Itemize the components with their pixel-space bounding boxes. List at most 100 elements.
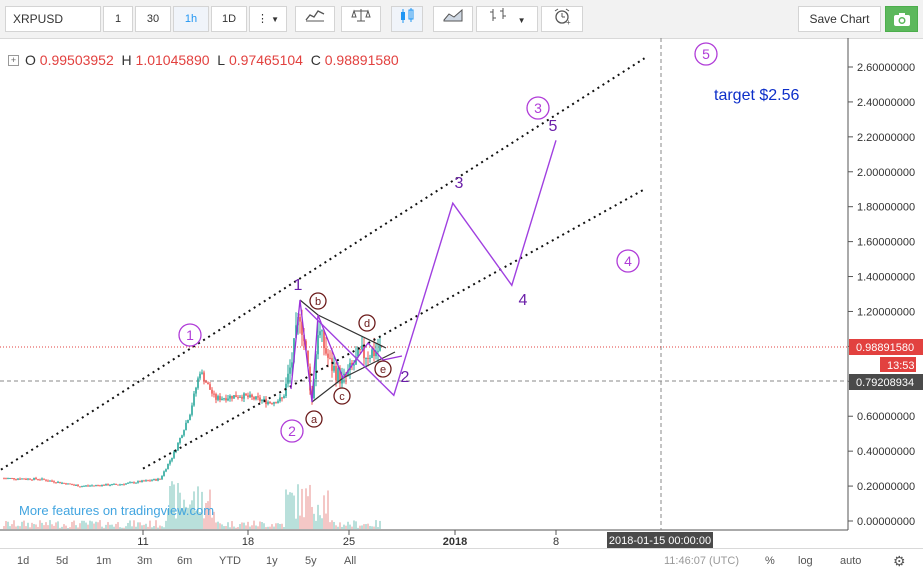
compare-button[interactable] xyxy=(341,6,381,32)
candle-body xyxy=(283,396,285,399)
snapshot-button[interactable] xyxy=(885,6,918,32)
range-5d-button[interactable]: 5d xyxy=(56,555,69,567)
time-tick-label: 8 xyxy=(553,536,559,548)
candle-body xyxy=(127,482,129,484)
area-style-button[interactable] xyxy=(433,6,473,32)
volume-bar xyxy=(369,525,371,529)
save-chart-button[interactable]: Save Chart xyxy=(798,6,881,32)
price-chart[interactable]: 2.60000000 2.40000000 2.20000000 2.00000000… xyxy=(0,38,923,548)
volume-bar xyxy=(351,526,353,529)
range-all-button[interactable]: All xyxy=(344,555,357,567)
interval-1-button[interactable]: 1 xyxy=(103,6,133,32)
svg-text:d: d xyxy=(364,318,370,330)
candle-body xyxy=(209,384,211,390)
volume-bar xyxy=(233,526,235,529)
volume-bar xyxy=(117,522,119,529)
volume-bar xyxy=(237,527,239,529)
candle-body xyxy=(275,402,277,404)
alert-button[interactable]: + xyxy=(541,6,583,32)
symbol-search-input[interactable]: XRPUSD xyxy=(5,6,101,32)
channel-lower-line[interactable] xyxy=(142,188,645,470)
range-1d-button[interactable]: 1d xyxy=(17,555,30,567)
time-tick-label: 11 xyxy=(137,536,148,548)
volume-bar xyxy=(183,499,185,529)
candle-body xyxy=(309,366,311,391)
projected-wave-path[interactable] xyxy=(304,140,557,397)
svg-text:1: 1 xyxy=(186,327,194,343)
crosshair-price-tag-text: 0.79208934 xyxy=(856,377,914,389)
percent-scale-toggle[interactable]: % xyxy=(765,555,775,567)
area-chart-icon xyxy=(443,8,463,22)
bars-style-dropdown[interactable]: ▼ xyxy=(476,6,538,32)
volume-bar xyxy=(153,526,155,529)
volume-bar xyxy=(129,520,131,529)
candle-body xyxy=(107,484,109,486)
indicators-icon xyxy=(305,10,325,22)
volume-bar xyxy=(61,526,63,529)
candle-body xyxy=(115,483,117,485)
last-price-tag-text: 0.98891580 xyxy=(856,342,914,354)
bars-icon xyxy=(489,8,506,21)
volume-bar xyxy=(213,511,215,529)
candle-body xyxy=(7,478,9,480)
target-note[interactable]: target $2.56 xyxy=(714,87,800,104)
tradingview-watermark[interactable]: More features on tradingview.com xyxy=(19,503,214,518)
wave-1-label: 1 xyxy=(294,277,303,294)
volume-bar xyxy=(69,527,71,529)
interval-1d-button[interactable]: 1D xyxy=(211,6,247,32)
low-value: 0.97465104 xyxy=(228,52,303,68)
volume-bar xyxy=(59,527,61,529)
interval-1h-button[interactable]: 1h xyxy=(173,6,209,32)
candle-body xyxy=(93,485,95,487)
candle-body xyxy=(99,485,101,487)
chevron-down-icon: ▼ xyxy=(517,16,526,25)
volume-bar xyxy=(9,526,11,529)
candle-body xyxy=(237,397,239,399)
volume-bars xyxy=(3,481,381,529)
log-scale-toggle[interactable]: log xyxy=(798,555,813,567)
candle-body xyxy=(95,485,97,487)
candle-body xyxy=(11,478,13,480)
volume-bar xyxy=(251,525,253,529)
wave-4-label: 4 xyxy=(519,292,528,309)
range-6m-button[interactable]: 6m xyxy=(177,555,193,567)
price-axis[interactable]: 2.60000000 2.40000000 2.20000000 2.00000000… xyxy=(848,62,915,528)
candle-body xyxy=(39,479,41,481)
range-5y-button[interactable]: 5y xyxy=(305,555,317,567)
volume-bar xyxy=(37,526,39,529)
volume-bar xyxy=(47,525,49,529)
volume-bar xyxy=(109,524,111,529)
range-3m-button[interactable]: 3m xyxy=(137,555,153,567)
candle-body xyxy=(273,402,275,404)
candle-body xyxy=(369,357,371,359)
volume-bar xyxy=(145,523,147,529)
candle-body xyxy=(331,358,333,371)
volume-bar xyxy=(157,527,159,529)
countdown-tag xyxy=(880,357,916,372)
utc-clock[interactable]: 11:46:07 (UTC) xyxy=(664,555,739,567)
interval-30-button[interactable]: 30 xyxy=(135,6,171,32)
legend-toggle-icon[interactable]: + xyxy=(8,55,19,66)
alarm-clock-icon: + xyxy=(554,8,571,27)
volume-bar xyxy=(373,526,375,529)
candle-body xyxy=(295,325,297,339)
candle-body xyxy=(153,479,155,481)
interval-dropdown-button[interactable]: ⋮ ▼ xyxy=(249,6,287,32)
volume-bar xyxy=(263,523,265,529)
volume-bar xyxy=(89,520,91,529)
range-1m-button[interactable]: 1m xyxy=(96,555,112,567)
candle-body xyxy=(287,373,289,384)
settings-gear-icon[interactable]: ⚙ xyxy=(893,553,906,569)
indicators-button[interactable] xyxy=(295,6,335,32)
candles-style-button[interactable] xyxy=(391,6,423,32)
candle-body xyxy=(259,397,261,401)
candle-body xyxy=(333,365,335,371)
time-axis[interactable]: 11 18 25 2018 8 xyxy=(137,530,559,548)
volume-bar xyxy=(111,524,113,529)
auto-scale-toggle[interactable]: auto xyxy=(840,555,862,567)
range-ytd-button[interactable]: YTD xyxy=(219,555,241,567)
volume-bar xyxy=(175,518,177,529)
volume-bar xyxy=(125,526,127,529)
volume-bar xyxy=(357,527,359,529)
range-1y-button[interactable]: 1y xyxy=(266,555,278,567)
